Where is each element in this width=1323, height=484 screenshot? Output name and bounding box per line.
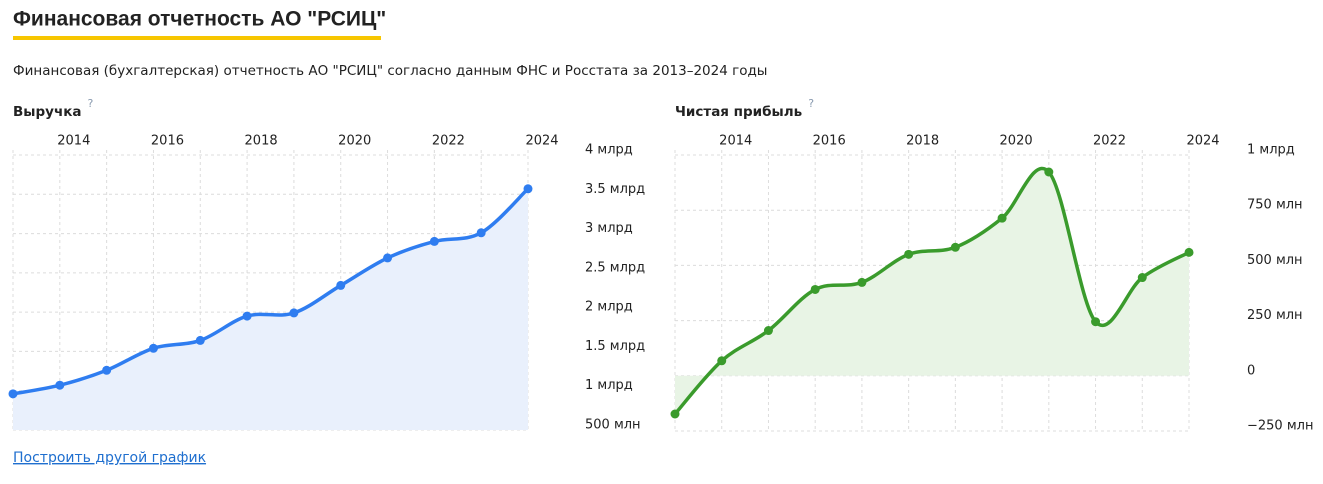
point [763,326,773,336]
point [55,380,65,390]
x-tick-label: 2024 [525,134,558,149]
page-title: Финансовая отчетность АО "РСИЦ" [13,8,386,31]
point [1137,273,1147,283]
x-tick-label: 2014 [57,134,90,149]
point [336,280,346,290]
y-tick-label: 500 млн [585,418,641,433]
point [810,284,820,294]
area-fill [675,168,1189,414]
point [383,253,393,263]
point [1091,317,1101,327]
y-tick-label: 750 млн [1247,198,1303,213]
x-tick-label: 2016 [813,134,846,149]
y-tick-label: 250 млн [1247,308,1303,323]
title-underline [13,36,381,40]
x-tick-label: 2020 [1000,134,1033,149]
subtitle: Финансовая (бухгалтерская) отчетность АО… [13,63,767,79]
help-mark: ? [808,97,814,110]
y-tick-label: 1.5 млрд [585,339,645,354]
point [717,356,727,366]
chart-title: Выручка [13,104,82,120]
x-tick-label: 2024 [1186,134,1219,149]
point [195,335,205,345]
point [148,343,158,353]
y-tick-label: 2 млрд [585,300,633,315]
y-tick-label: 4 млрд [585,143,633,158]
y-tick-label: 1 млрд [585,378,633,393]
x-tick-label: 2022 [1093,134,1126,149]
x-tick-label: 2018 [245,134,278,149]
y-tick-label: 0 [1247,363,1255,378]
area-fill [13,188,528,430]
chart-title: Чистая прибыль [675,104,802,120]
x-tick-label: 2016 [151,134,184,149]
y-tick-label: 3.5 млрд [585,182,645,197]
other-chart-link[interactable]: Построить другой график [13,450,206,466]
point [997,213,1007,223]
help-mark: ? [88,97,94,110]
point [242,311,252,321]
x-tick-label: 2018 [906,134,939,149]
point [102,365,112,375]
x-tick-label: 2020 [338,134,371,149]
point [904,249,914,259]
x-tick-label: 2022 [432,134,465,149]
point [950,242,960,252]
y-tick-label: 2.5 млрд [585,260,645,275]
point [289,308,299,318]
y-tick-label: 1 млрд [1247,143,1295,158]
point [1044,167,1054,177]
point [670,409,680,419]
y-tick-label: 500 млн [1247,253,1303,268]
point [523,184,533,194]
y-tick-label: 3 млрд [585,221,633,236]
y-tick-label: −250 млн [1247,419,1313,434]
point [1184,247,1194,257]
x-tick-label: 2014 [719,134,752,149]
point [8,389,18,399]
point [429,236,439,246]
point [857,277,867,287]
point [476,228,486,238]
